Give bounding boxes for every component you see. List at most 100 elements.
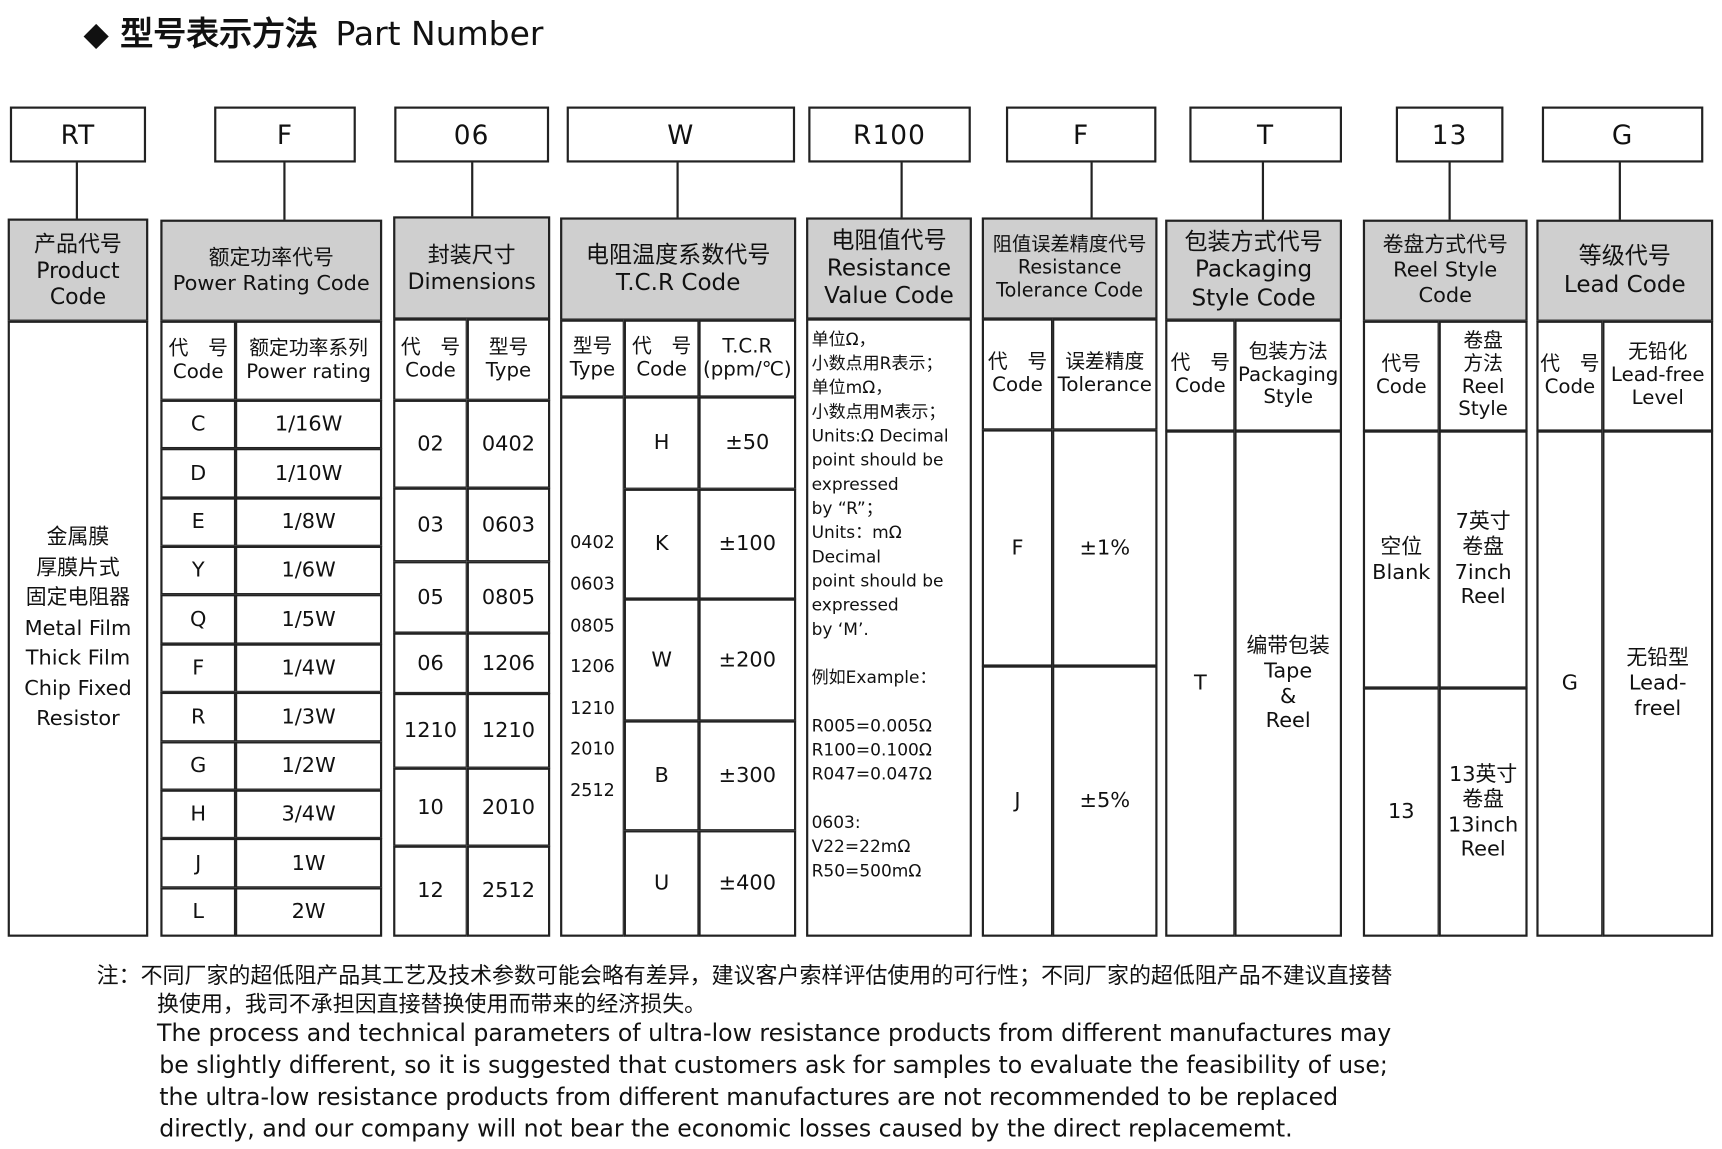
code-box-3: W [566, 106, 796, 163]
note-en-line-2: be slightly different, so it is suggeste… [159, 1052, 1388, 1080]
power-code-cell: Q [160, 594, 237, 645]
product-code-header: 产品代号 Product Code [7, 218, 149, 322]
power-sub-code: 代 号 Code [160, 320, 237, 401]
code-box-7: 13 [1395, 106, 1504, 163]
code-box-1: F [214, 106, 356, 163]
resistance-description: 单位Ω， 小数点用R表示； 单位mΩ， 小数点用M表示； Units:Ω Dec… [806, 318, 972, 937]
reel-value-cell: 13英寸 卷盘 13inch Reel [1438, 687, 1528, 937]
dimensions-sub-type: 型号 Type [466, 318, 551, 401]
power-code-cell: F [160, 643, 237, 693]
power-code-cell: C [160, 399, 237, 450]
dimensions-code-cell: 10 [393, 767, 468, 847]
power-value-cell: 1/4W [235, 643, 383, 693]
code-box-5: F [1005, 106, 1157, 163]
title-zh: 型号表示方法 [120, 15, 318, 54]
tcr-value-cell: ±200 [698, 598, 797, 722]
reel-code-cell: 空位 Blank [1362, 430, 1440, 689]
connector-line [900, 161, 903, 219]
tcr-sub-ppm: T.C.R (ppm/℃) [698, 319, 797, 398]
reel-header: 卷盘方式代号 Reel Style Code [1362, 219, 1528, 322]
tcr-sub-code: 代 号 Code [623, 319, 700, 398]
code-box-4: R100 [808, 106, 971, 163]
power-value-cell: 1/5W [235, 594, 383, 645]
dimensions-code-cell: 05 [393, 561, 468, 634]
power-value-cell: 1/10W [235, 448, 383, 499]
connector-line [75, 161, 78, 220]
lead-sub-code: 代 号 Code [1536, 320, 1604, 432]
power-value-cell: 1/8W [235, 497, 383, 547]
tcr-code-cell: H [623, 396, 700, 490]
tcr-value-cell: ±300 [698, 720, 797, 832]
lead-header: 等级代号 Lead Code [1536, 219, 1714, 322]
tcr-code-cell: K [623, 488, 700, 600]
dimensions-value-cell: 0603 [466, 487, 551, 563]
resistance-header: 电阻值代号 Resistance Value Code [806, 217, 972, 320]
tcr-value-cell: ±400 [698, 830, 797, 937]
dimensions-value-cell: 1210 [466, 692, 551, 769]
dimensions-value-cell: 1206 [466, 632, 551, 695]
packaging-sub-code: 代 号 Code [1165, 319, 1236, 432]
reel-code-cell: 13 [1362, 687, 1440, 937]
tcr-header: 电阻温度系数代号 T.C.R Code [560, 217, 797, 321]
product-code-body: 金属膜 厚膜片式 固定电阻器 Metal Film Thick Film Chi… [7, 320, 149, 937]
tolerance-header: 阻值误差精度代号 Resistance Tolerance Code [981, 217, 1158, 320]
tcr-type-list: 0402 0603 0805 1206 1210 2010 2512 [560, 396, 625, 937]
page-title: ◆ 型号表示方法 Part Number [83, 7, 543, 55]
power-value-cell: 2W [235, 887, 383, 937]
dimensions-value-cell: 2010 [466, 767, 551, 847]
code-box-2: 06 [394, 106, 550, 163]
power-code-cell: J [160, 837, 237, 889]
tolerance-value-cell: ±1% [1052, 429, 1158, 667]
note-en-line-1: The process and technical parameters of … [157, 1020, 1392, 1048]
power-value-cell: 1/3W [235, 691, 383, 743]
connector-line [1618, 161, 1621, 221]
power-rating-header: 额定功率代号 Power Rating Code [160, 219, 383, 322]
tcr-sub-type: 型号 Type [560, 319, 625, 398]
tcr-code-cell: U [623, 830, 700, 937]
connector-line [471, 161, 474, 218]
dimensions-code-cell: 02 [393, 399, 468, 489]
connector-line [1448, 161, 1451, 221]
power-value-cell: 1/16W [235, 399, 383, 450]
note-en-line-3: the ultra-low resistance products from d… [159, 1083, 1339, 1112]
power-code-cell: R [160, 691, 237, 743]
dimensions-code-cell: 06 [393, 632, 468, 695]
tolerance-sub-code: 代 号 Code [981, 318, 1054, 431]
note-zh-line-2: 换使用，我司不承担因直接替换使用而带来的经济损失。 [157, 990, 707, 1017]
tolerance-sub-value: 误差精度 Tolerance [1052, 318, 1158, 431]
reel-value-cell: 7英寸 卷盘 7inch Reel [1438, 430, 1528, 689]
power-code-cell: Y [160, 545, 237, 596]
power-code-cell: G [160, 741, 237, 791]
dimensions-code-cell: 1210 [393, 692, 468, 769]
note-zh-line-1: 注：不同厂家的超低阻产品其工艺及技术参数可能会略有差异，建议客户索样评估使用的可… [96, 962, 1393, 989]
note-en-line-4: directly, and our company will not bear … [159, 1115, 1293, 1144]
power-value-cell: 1/6W [235, 545, 383, 596]
tcr-code-cell: W [623, 598, 700, 722]
connector-line [676, 161, 679, 219]
packaging-value-cell: 编带包装 Tape & Reel [1234, 430, 1343, 937]
tcr-value-cell: ±100 [698, 488, 797, 600]
reel-sub-style: 卷盘 方法 Reel Style [1438, 320, 1528, 432]
connector-line [1261, 161, 1265, 221]
packaging-header: 包装方式代号 Packaging Style Code [1165, 219, 1343, 321]
dimensions-value-cell: 2512 [466, 845, 551, 937]
dimensions-header: 封装尺寸 Dimensions [393, 216, 551, 320]
power-code-cell: E [160, 497, 237, 547]
power-value-cell: 3/4W [235, 789, 383, 840]
power-code-cell: D [160, 448, 237, 499]
diamond-bullet-icon: ◆ [83, 15, 109, 54]
power-value-cell: 1W [235, 837, 383, 889]
dimensions-code-cell: 12 [393, 845, 468, 937]
code-box-0: RT [9, 106, 147, 163]
lead-code-cell: G [1536, 430, 1604, 937]
lead-sub-level: 无铅化 Lead-free Level [1602, 320, 1714, 432]
power-code-cell: H [160, 789, 237, 840]
power-code-cell: L [160, 887, 237, 937]
packaging-sub-style: 包装方法 Packaging Style [1234, 319, 1343, 432]
packaging-code-cell: T [1165, 430, 1236, 937]
code-box-6: T [1189, 106, 1343, 163]
code-box-8: G [1541, 106, 1704, 163]
connector-line [283, 161, 286, 221]
title-en: Part Number [335, 15, 544, 54]
